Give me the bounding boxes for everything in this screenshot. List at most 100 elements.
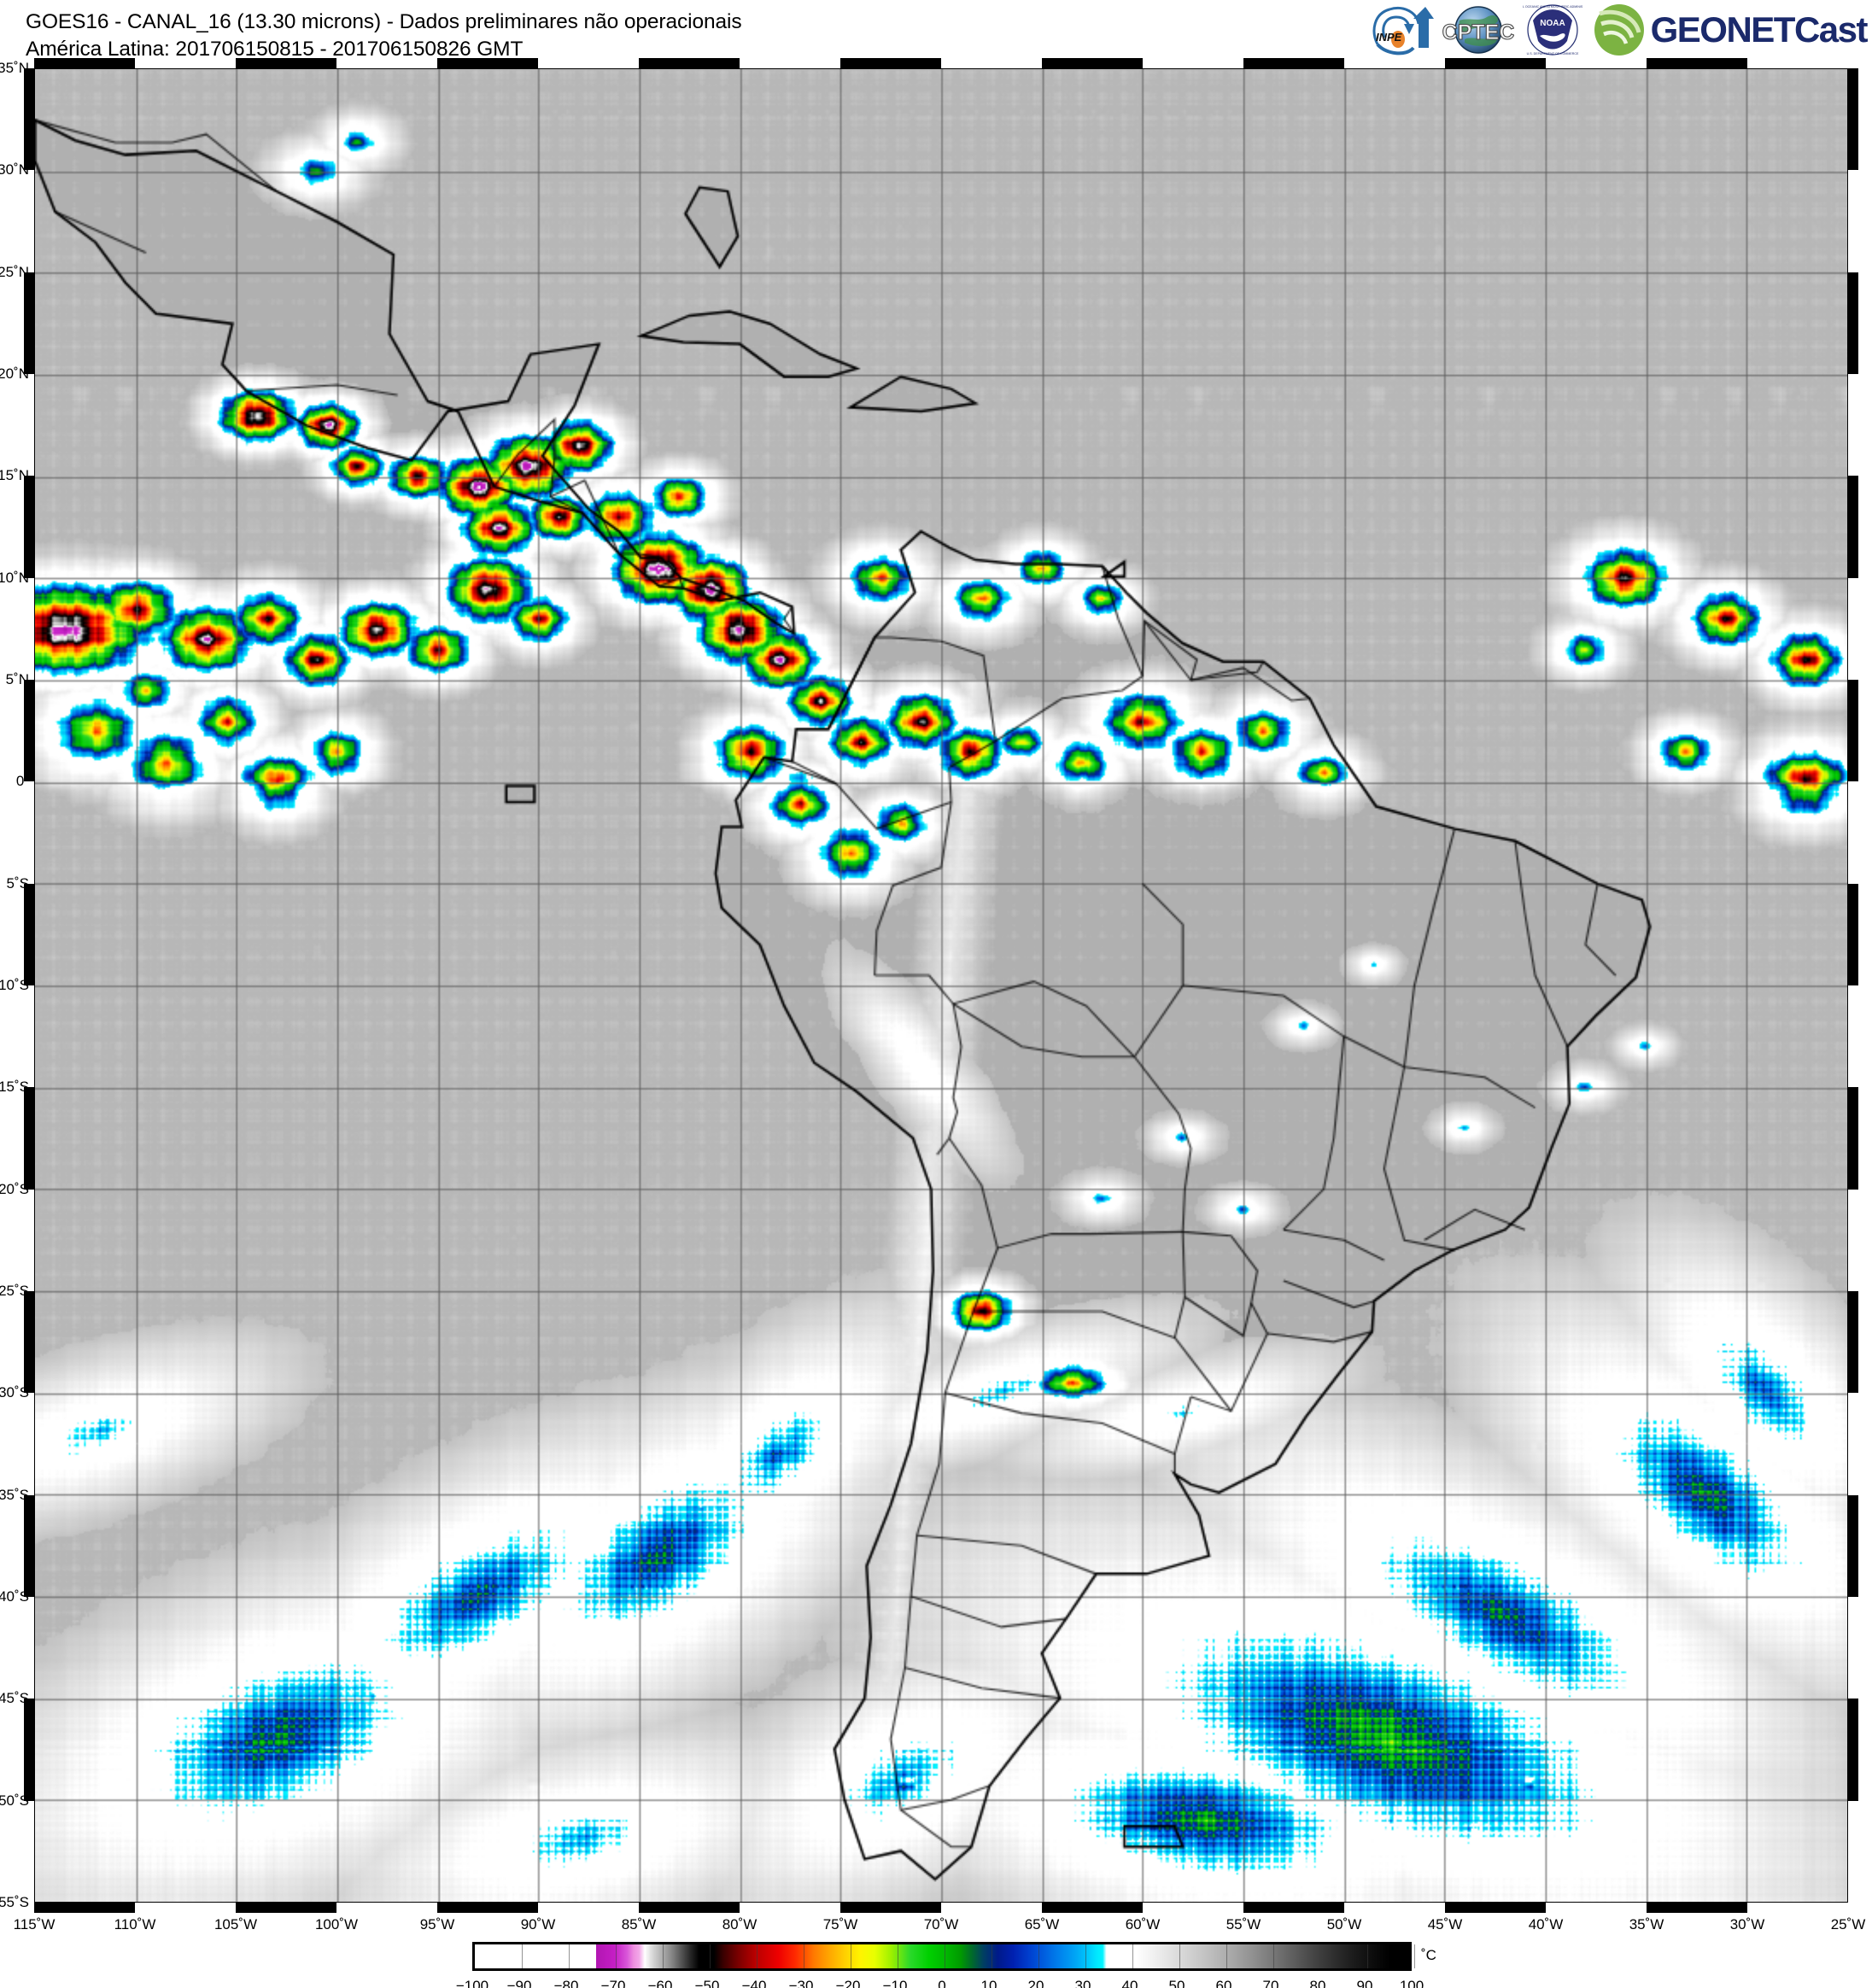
colorbar-tick-label: 90 <box>1356 1978 1373 1988</box>
colorbar-tick-label: −60 <box>647 1978 673 1988</box>
colorbar-division <box>1179 1944 1180 1968</box>
svg-text:INPE: INPE <box>1376 31 1402 44</box>
colorbar-division <box>663 1944 664 1968</box>
colorbar-division <box>1320 1944 1321 1968</box>
lat-axis-label: 30˚S <box>0 1384 29 1401</box>
frame-tick-segment <box>24 680 34 782</box>
colorbar-tick-label: 10 <box>980 1978 997 1988</box>
frame-tick-segment <box>24 1699 34 1801</box>
colorbar-tick-label: −90 <box>506 1978 532 1988</box>
lat-axis-label: 50˚S <box>0 1792 29 1809</box>
lon-axis-label: 95˚W <box>419 1916 455 1932</box>
colorbar-tick-label: −10 <box>882 1978 908 1988</box>
header: GOES16 - CANAL_16 (13.30 microns) - Dado… <box>0 0 1872 61</box>
geonetcast-logo: GEONETCast <box>1591 3 1869 56</box>
frame-tick-segment <box>24 1291 34 1394</box>
lon-axis-label: 40˚W <box>1528 1916 1564 1932</box>
colorbar-division <box>1085 1944 1086 1968</box>
lat-axis-label: 35˚S <box>0 1486 29 1503</box>
frame-tick-segment <box>639 1903 740 1913</box>
frame-tick-segment <box>1445 1903 1546 1913</box>
inpe-logo: INPE <box>1369 3 1434 56</box>
colorbar-tick-label: 30 <box>1074 1978 1091 1988</box>
lon-axis-label: 90˚W <box>520 1916 556 1932</box>
colorbar-tick-label: 100 <box>1399 1978 1424 1988</box>
lat-axis-label: 10˚S <box>0 977 29 993</box>
lon-axis-label: 100˚W <box>314 1916 359 1932</box>
frame-tick-segment <box>1647 1903 1747 1913</box>
svg-text:NATIONAL OCEANIC AND ATMOSPHER: NATIONAL OCEANIC AND ATMOSPHERIC ADMINIS… <box>1523 5 1582 9</box>
colorbar-division <box>569 1944 570 1968</box>
colorbar-tick-label: 40 <box>1121 1978 1138 1988</box>
colorbar-division <box>1414 1944 1415 1968</box>
colorbar-tick-label: −30 <box>788 1978 814 1988</box>
frame-tick-segment <box>1848 476 1858 578</box>
frame-tick-segment <box>1848 1087 1858 1190</box>
colorbar-tick-label: 60 <box>1215 1978 1232 1988</box>
lat-axis-label: 20˚N <box>0 365 29 382</box>
colorbar-tick-label: −70 <box>600 1978 626 1988</box>
geonetcast-mark <box>1594 4 1644 56</box>
frame-tick-segment <box>840 58 941 68</box>
lat-axis-label: 55˚S <box>0 1894 29 1910</box>
lat-axis-label: 40˚S <box>0 1588 29 1605</box>
lon-axis-label: 50˚W <box>1326 1916 1362 1932</box>
colorbar-panel: ˚C −100 −90 −80 −70 −60 −50 −40 −30 −20 −10 0 10 20 3… <box>0 1928 1872 1988</box>
lat-axis-label: 30˚N <box>0 161 29 178</box>
frame-tick-segment <box>1647 58 1747 68</box>
svg-text:CPTEC: CPTEC <box>1442 20 1514 44</box>
frame-tick-segment <box>24 1087 34 1190</box>
colorbar-division <box>1132 1944 1133 1968</box>
colorbar-division <box>616 1944 617 1968</box>
lon-axis-label: 115˚W <box>13 1916 56 1932</box>
page-subtitle: América Latina: 201706150815 - 201706150… <box>26 38 524 61</box>
colorbar-tick-label: −50 <box>694 1978 720 1988</box>
satellite-raster <box>35 69 1847 1902</box>
lat-axis-label: 0˚ <box>15 773 29 790</box>
frame-tick-segment <box>1243 1903 1344 1913</box>
colorbar-division <box>1038 1944 1039 1968</box>
frame-tick-segment <box>1848 272 1858 374</box>
colorbar-division <box>1367 1944 1368 1968</box>
lon-axis-label: 75˚W <box>822 1916 858 1932</box>
lon-axis-label: 60˚W <box>1125 1916 1161 1932</box>
frame-tick-segment <box>437 1903 538 1913</box>
colorbar-tick-label: 0 <box>938 1978 946 1988</box>
lat-axis-label: 15˚S <box>0 1079 29 1096</box>
lon-axis-label: 85˚W <box>621 1916 657 1932</box>
satellite-image-area[interactable] <box>34 68 1848 1903</box>
colorbar-tick-label: −100 <box>455 1978 489 1988</box>
frame-tick-segment <box>1848 883 1858 985</box>
lon-axis-label: 65˚W <box>1024 1916 1060 1932</box>
svg-text:U.S. DEPARTMENT OF COMMERCE: U.S. DEPARTMENT OF COMMERCE <box>1526 52 1578 56</box>
lon-axis-label: 110˚W <box>114 1916 156 1932</box>
colorbar-unit-label: ˚C <box>1421 1947 1436 1963</box>
lat-axis-label: 5˚N <box>5 671 29 687</box>
lon-axis-label: 25˚W <box>1830 1916 1866 1932</box>
lat-axis-label: 5˚S <box>6 874 29 892</box>
frame-tick-segment <box>840 1903 941 1913</box>
frame-tick-segment <box>437 58 538 68</box>
lat-axis-label: 10˚N <box>0 569 29 586</box>
logo-bar: INPE CPTEC <box>1369 2 1869 58</box>
lat-axis-label: 25˚N <box>0 263 29 280</box>
lon-axis-label: 45˚W <box>1427 1916 1463 1932</box>
lat-axis-label: 20˚S <box>0 1180 29 1197</box>
colorbar-tick-label: 80 <box>1309 1978 1326 1988</box>
lon-axis-label: 35˚W <box>1629 1916 1664 1932</box>
title-block: GOES16 - CANAL_16 (13.30 microns) - Dado… <box>26 9 742 64</box>
frame-tick-segment <box>1848 1699 1858 1801</box>
colorbar-tick-label: 50 <box>1168 1978 1185 1988</box>
frame-tick-segment <box>1243 58 1344 68</box>
frame-tick-segment <box>1042 58 1143 68</box>
frame-tick-segment <box>24 883 34 985</box>
colorbar-division <box>1226 1944 1227 1968</box>
colorbar-division <box>1273 1944 1274 1968</box>
map-panel <box>24 58 1858 1913</box>
lon-axis-label: 105˚W <box>214 1916 258 1932</box>
frame-tick-segment <box>24 272 34 374</box>
frame-tick-segment <box>1445 58 1546 68</box>
colorbar-gradient <box>472 1942 1415 1971</box>
colorbar-division <box>757 1944 758 1968</box>
